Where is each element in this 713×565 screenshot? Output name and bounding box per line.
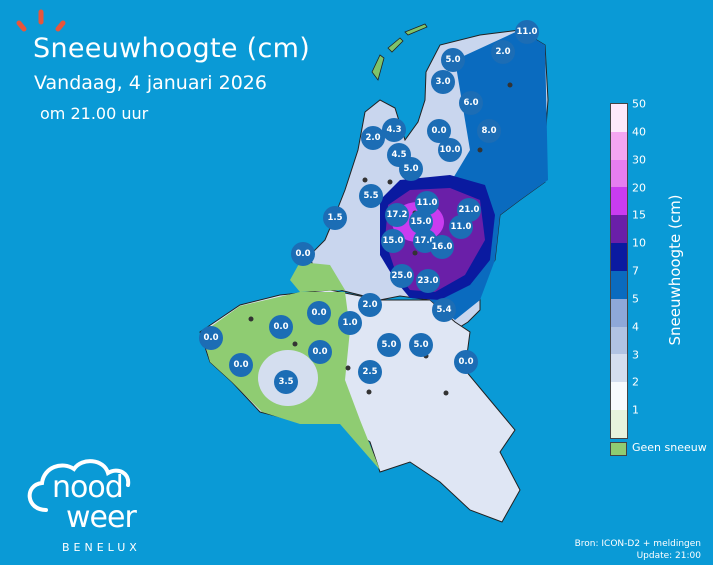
- logo-rays-icon: [16, 9, 66, 32]
- wadden-island: [404, 23, 428, 36]
- legend-color-band: [611, 382, 627, 411]
- legend-tick-label: 30: [632, 153, 646, 167]
- snow-marker[interactable]: 5.0: [441, 48, 465, 72]
- snow-marker[interactable]: 17.2: [385, 203, 409, 227]
- legend-color-band: [611, 243, 627, 271]
- snow-marker[interactable]: 5.5: [359, 184, 383, 208]
- snow-marker[interactable]: 5.4: [432, 298, 456, 322]
- snow-marker[interactable]: 4.3: [382, 118, 406, 142]
- snow-marker[interactable]: 0.0: [308, 340, 332, 364]
- no-snow-zeeland: [290, 262, 345, 292]
- legend-color-band: [611, 298, 627, 327]
- snow-marker[interactable]: 11.0: [515, 20, 539, 44]
- snow-marker[interactable]: 6.0: [459, 91, 483, 115]
- wadden-island: [387, 37, 404, 53]
- snow-marker[interactable]: 3.5: [274, 370, 298, 394]
- legend-color-band: [611, 410, 627, 438]
- source-label: Bron: ICON-D2 + meldingen: [574, 539, 701, 549]
- snow-marker[interactable]: 15.0: [381, 229, 405, 253]
- legend-tick-label: 15: [632, 208, 646, 222]
- snow-marker[interactable]: 2.5: [358, 360, 382, 384]
- legend-tick-label: 2: [632, 375, 639, 389]
- snow-marker[interactable]: 8.0: [477, 119, 501, 143]
- legend-colorbar: [610, 103, 628, 439]
- snow-marker[interactable]: 5.0: [377, 333, 401, 357]
- brand-name-line2: weer: [66, 500, 137, 535]
- no-snow-label: Geen sneeuw: [632, 441, 707, 454]
- snow-marker[interactable]: 2.0: [361, 126, 385, 150]
- snow-marker[interactable]: 3.0: [431, 70, 455, 94]
- no-snow-swatch: [610, 442, 627, 456]
- snow-marker[interactable]: 5.0: [409, 333, 433, 357]
- legend-color-band: [611, 354, 627, 383]
- snow-marker[interactable]: 0.0: [307, 301, 331, 325]
- legend-tick-label: 50: [632, 97, 646, 111]
- legend-color-band: [611, 187, 627, 216]
- snow-marker[interactable]: 10.0: [438, 138, 462, 162]
- legend-tick-label: 3: [632, 348, 639, 361]
- legend-tick-label: 4: [632, 320, 639, 334]
- snow-marker[interactable]: 0.0: [269, 315, 293, 339]
- snow-marker[interactable]: 2.0: [358, 293, 382, 317]
- snow-marker[interactable]: 0.0: [229, 353, 253, 377]
- legend-tick-label: 7: [632, 264, 639, 278]
- snow-marker[interactable]: 23.0: [416, 269, 440, 293]
- source-info: Bron: ICON-D2 + meldingen Update: 21:00: [575, 538, 701, 562]
- legend-tick-label: 1: [632, 403, 639, 417]
- legend-tick-label: 10: [632, 236, 646, 250]
- snow-marker[interactable]: 25.0: [390, 264, 414, 288]
- legend-color-band: [611, 131, 627, 160]
- time-label: om 21.00 uur: [40, 104, 149, 123]
- snow-marker[interactable]: 2.0: [491, 40, 515, 64]
- date-label: Vandaag, 4 januari 2026: [34, 72, 267, 94]
- legend-color-band: [611, 104, 627, 132]
- wadden-island: [371, 54, 385, 81]
- legend-tick-label: 5: [632, 292, 639, 306]
- legend-tick-label: 20: [632, 181, 646, 194]
- snow-marker[interactable]: 0.0: [199, 326, 223, 350]
- snow-marker[interactable]: 0.0: [454, 350, 478, 374]
- legend-color-band: [611, 326, 627, 355]
- brand-name-line1: nood: [52, 470, 124, 505]
- cloud-logo-icon: [27, 459, 131, 512]
- snow-marker[interactable]: 0.0: [291, 242, 315, 266]
- snow-marker[interactable]: 5.0: [399, 157, 423, 181]
- brand-region: BENELUX: [62, 541, 141, 554]
- legend-color-band: [611, 159, 627, 188]
- snow-marker[interactable]: 1.0: [338, 311, 362, 335]
- update-label: Update: 21:00: [636, 551, 701, 561]
- legend-tick-label: 40: [632, 125, 646, 139]
- snow-marker[interactable]: 11.0: [449, 215, 473, 239]
- page-title: Sneeuwhoogte (cm): [33, 33, 311, 64]
- snow-marker[interactable]: 16.0: [430, 235, 454, 259]
- snow-marker[interactable]: 1.5: [323, 206, 347, 230]
- legend-color-band: [611, 270, 627, 299]
- legend-color-band: [611, 215, 627, 244]
